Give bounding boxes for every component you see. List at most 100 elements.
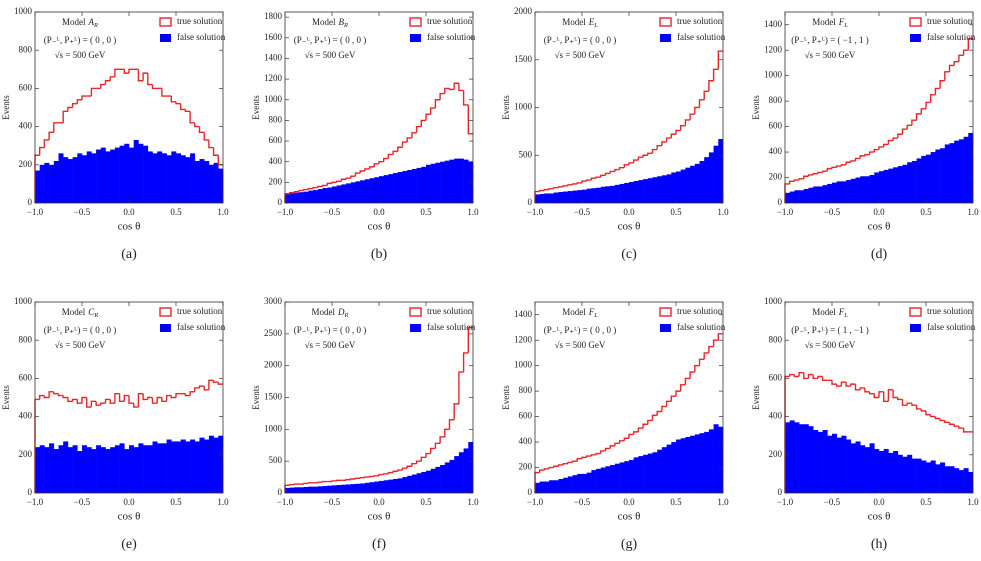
bar	[208, 164, 214, 203]
bar	[930, 460, 936, 493]
y-axis-label: Events	[251, 95, 261, 120]
step	[462, 352, 469, 373]
bar	[676, 439, 681, 493]
step	[76, 399, 82, 404]
step	[698, 99, 705, 108]
step	[694, 364, 700, 373]
step	[137, 392, 144, 408]
y-tick-label: 200	[269, 176, 283, 186]
legend-label: true solution	[177, 306, 223, 316]
bar	[860, 176, 866, 203]
step	[604, 447, 611, 451]
step	[873, 148, 879, 153]
step	[439, 436, 445, 444]
x-axis-label: cos θ	[868, 221, 891, 233]
bar	[114, 147, 120, 203]
bar	[129, 445, 134, 493]
step	[821, 376, 828, 382]
bar	[567, 476, 573, 493]
step	[958, 426, 964, 429]
y-tick-label: 800	[769, 95, 783, 105]
bar	[133, 447, 139, 493]
bar	[374, 177, 380, 203]
bar	[916, 458, 922, 493]
step	[184, 393, 191, 397]
y-tick-label: 500	[269, 455, 283, 465]
y-tick-label: 2500	[264, 328, 283, 338]
polarization: (P₋ᴸ, P₊ᴸ) = ( 0 , 0 )	[44, 35, 117, 45]
step	[411, 132, 417, 138]
step	[345, 478, 351, 481]
bar	[879, 171, 884, 203]
bar	[35, 447, 40, 493]
step	[868, 391, 875, 395]
step	[109, 399, 115, 404]
model-label: Model EL	[562, 17, 598, 29]
step	[170, 96, 176, 103]
bar	[346, 484, 352, 493]
step	[680, 124, 686, 131]
step	[378, 473, 384, 476]
legend-label: true solution	[927, 306, 973, 316]
bar	[680, 169, 686, 203]
bar	[610, 464, 616, 493]
bar	[666, 174, 672, 203]
bar	[91, 449, 97, 493]
bar	[166, 155, 172, 203]
step	[887, 139, 894, 145]
bar	[322, 188, 328, 203]
polarization: (P₋ᴸ, P₊ᴸ) = ( 1 , −1 )	[791, 325, 869, 335]
bar	[53, 449, 59, 493]
step	[57, 393, 64, 397]
bar	[713, 145, 719, 203]
step	[434, 99, 441, 109]
bar	[827, 435, 833, 493]
legend-label: false solution	[427, 32, 476, 42]
bar	[110, 447, 116, 493]
step	[368, 166, 375, 169]
x-tick-label: 1.0	[467, 497, 479, 507]
step	[675, 390, 681, 397]
step	[354, 477, 361, 480]
bar	[463, 448, 469, 493]
step	[665, 137, 672, 142]
bar	[718, 139, 724, 203]
bar	[194, 160, 200, 203]
bar	[91, 153, 97, 203]
bar	[930, 152, 936, 203]
legend-label: false solution	[677, 322, 726, 332]
bar	[379, 480, 384, 493]
step	[803, 372, 809, 380]
bar	[614, 463, 620, 493]
bar	[563, 191, 569, 203]
bar	[572, 475, 578, 493]
bar	[388, 174, 394, 203]
y-tick-label: 800	[19, 334, 33, 344]
legend-swatch	[909, 17, 922, 27]
energy: √s = 500 GeV	[555, 50, 606, 60]
step	[604, 172, 611, 176]
step	[571, 183, 578, 185]
step	[633, 159, 639, 163]
bar	[968, 471, 974, 493]
step	[317, 185, 323, 188]
bar	[44, 162, 50, 203]
x-axis-label: cos θ	[118, 511, 141, 523]
bar	[72, 445, 78, 493]
model-word: Model	[312, 307, 336, 317]
y-tick-label: 1000	[264, 423, 283, 433]
bar	[407, 475, 413, 493]
step	[703, 90, 709, 100]
bar	[190, 153, 196, 203]
model-letter: F	[588, 307, 595, 317]
step	[793, 374, 800, 378]
x-tick-label: −0.5	[324, 207, 341, 217]
step	[420, 456, 426, 462]
bar	[176, 153, 181, 203]
step	[198, 385, 205, 388]
bar	[397, 172, 403, 203]
x-tick-label: −0.5	[824, 497, 841, 507]
x-axis-label: cos θ	[118, 221, 141, 233]
step	[114, 68, 120, 77]
step	[807, 174, 814, 177]
